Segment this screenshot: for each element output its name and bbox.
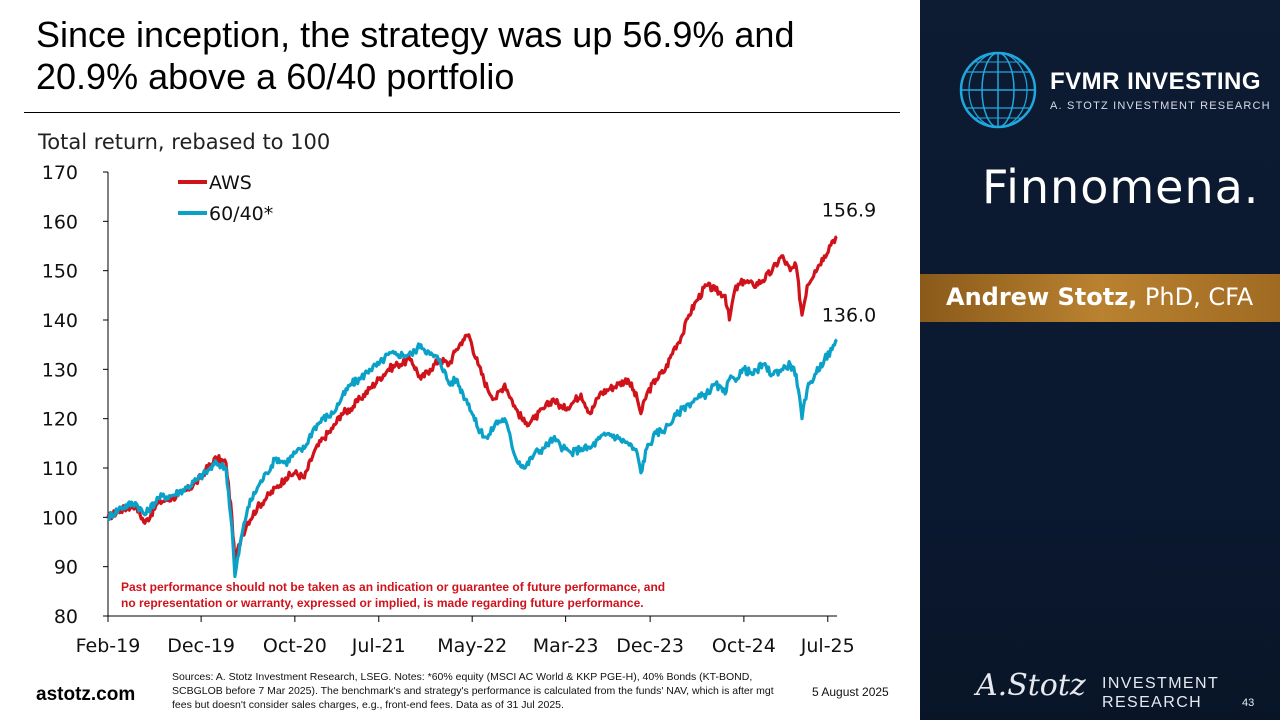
y-tick-label: 110 bbox=[42, 458, 78, 480]
ir-line-1: INVESTMENT bbox=[1102, 675, 1220, 692]
end-value-label: 156.9 bbox=[822, 200, 876, 222]
disclaimer-text: Past performance should not be taken as … bbox=[121, 580, 665, 610]
x-tick-label: May-22 bbox=[437, 635, 507, 657]
title-divider bbox=[24, 112, 900, 113]
line-chart: Total return, rebased to 100 80 90 100 110 12… bbox=[37, 130, 876, 657]
signature-logo: A.Stotz bbox=[976, 668, 1086, 703]
brand-subtitle: A. STOTZ INVESTMENT RESEARCH bbox=[1050, 100, 1271, 112]
sources-note: Sources: A. Stotz Investment Research, L… bbox=[172, 671, 774, 711]
series-line-benchmark bbox=[106, 338, 838, 579]
website-link[interactable]: astotz.com bbox=[36, 684, 136, 705]
author-banner: Andrew Stotz, PhD, CFA bbox=[920, 274, 1280, 322]
y-tick-label: 90 bbox=[54, 557, 78, 579]
y-tick-label: 170 bbox=[42, 162, 78, 184]
y-tick-label: 150 bbox=[42, 261, 78, 283]
chart-title: Total return, rebased to 100 bbox=[37, 130, 330, 154]
sidebar-panel: FVMR INVESTING A. STOTZ INVESTMENT RESEA… bbox=[920, 0, 1280, 720]
investment-research-logo: INVESTMENT RESEARCH bbox=[1102, 674, 1219, 712]
ir-line-2: RESEARCH bbox=[1102, 694, 1203, 711]
x-tick-label: Jul-21 bbox=[351, 635, 406, 657]
slide-title: Since inception, the strategy was up 56.… bbox=[36, 14, 795, 97]
globe-icon bbox=[959, 51, 1037, 129]
brand-name: FVMR INVESTING bbox=[1050, 68, 1262, 95]
legend-label: 60/40* bbox=[209, 203, 273, 225]
y-tick-label: 140 bbox=[42, 310, 78, 332]
y-tick-label: 120 bbox=[42, 409, 78, 431]
x-tick-label: Dec-23 bbox=[616, 635, 684, 657]
partner-logo: Finnomena. bbox=[982, 160, 1260, 214]
y-tick-label: 100 bbox=[42, 507, 78, 529]
end-value-label: 136.0 bbox=[822, 305, 876, 327]
y-tick-label: 130 bbox=[42, 359, 78, 381]
page-number: 43 bbox=[1242, 697, 1255, 709]
x-tick-label: Mar-23 bbox=[533, 635, 599, 657]
author-credentials: PhD, CFA bbox=[1137, 283, 1254, 311]
slide-date: 5 August 2025 bbox=[812, 685, 889, 699]
series-line-aws bbox=[106, 235, 838, 564]
x-tick-label: Feb-19 bbox=[76, 635, 141, 657]
x-tick-label: Oct-20 bbox=[263, 635, 327, 657]
legend-label: AWS bbox=[209, 172, 252, 194]
y-tick-label: 80 bbox=[54, 606, 78, 628]
chart-area: Total return, rebased to 100 80 90 100 110 12… bbox=[0, 120, 920, 680]
x-tick-label: Dec-19 bbox=[167, 635, 235, 657]
x-tick-label: Jul-25 bbox=[800, 635, 855, 657]
x-tick-label: Oct-24 bbox=[712, 635, 776, 657]
y-tick-label: 160 bbox=[42, 211, 78, 233]
author-name: Andrew Stotz, bbox=[946, 283, 1138, 311]
